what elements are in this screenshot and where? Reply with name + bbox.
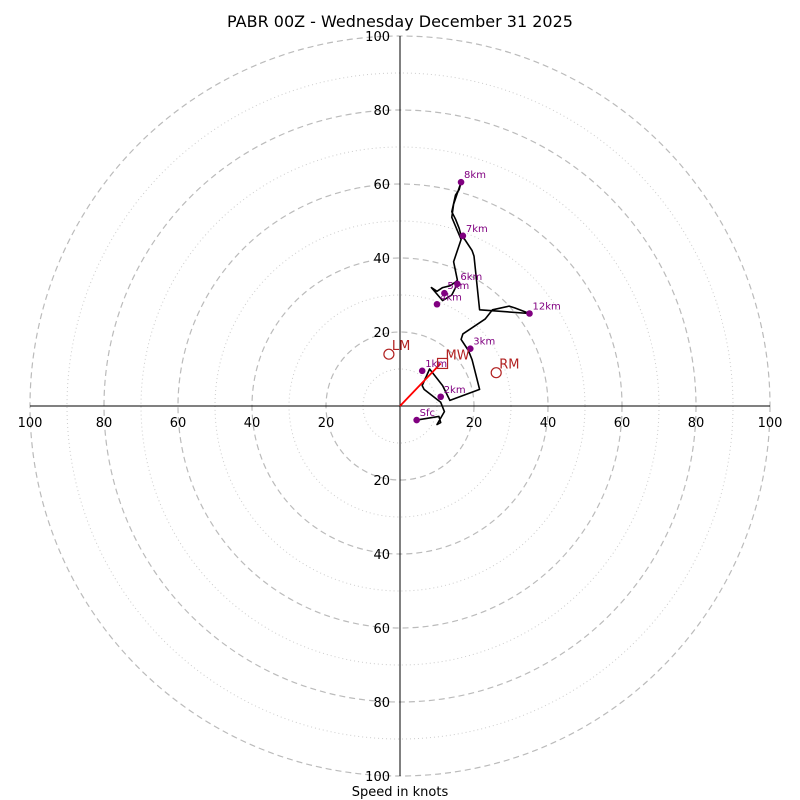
height-markers: Sfc1km2km3km4km5km6km7km8km12km	[413, 170, 561, 424]
x-tick-label: 20	[466, 416, 483, 431]
height-point-5km	[441, 289, 448, 297]
height-point-4km	[433, 300, 441, 308]
height-point-12km	[526, 310, 533, 317]
storm-motion-label: LM	[392, 339, 410, 354]
y-tick-label: 100	[365, 30, 390, 45]
chart-title: PABR 00Z - Wednesday December 31 2025	[227, 12, 573, 31]
x-tick-label: 100	[758, 416, 783, 431]
storm-motion-label: RM	[499, 358, 519, 373]
shear-vector	[399, 362, 442, 407]
height-label: 1km	[425, 359, 447, 370]
y-tick-label: 20	[373, 474, 390, 489]
storm-motion-marker-MW	[436, 357, 449, 370]
height-label: Sfc	[420, 408, 435, 419]
y-tick-label: 40	[373, 252, 390, 267]
x-tick-label: 40	[244, 416, 261, 431]
x-tick-label: 80	[96, 416, 113, 431]
height-point-3km	[467, 345, 474, 352]
storm-motion-markers: RM LM MW	[383, 339, 519, 379]
height-point-8km	[457, 178, 465, 186]
height-point-1km	[418, 367, 426, 375]
x-tick-label: 20	[318, 416, 335, 431]
storm-motion-label: MW	[446, 348, 470, 363]
x-tick-label: 80	[688, 416, 705, 431]
x-tick-label: 40	[540, 416, 557, 431]
y-tick-label: 60	[373, 622, 390, 637]
y-tick-label: 80	[373, 696, 390, 711]
x-tick-label: 60	[614, 416, 631, 431]
x-tick-label: 100	[18, 416, 43, 431]
tick-labels: 100 80 60 40 20 20 40 60 80 100 100 80 60 40 20 20 40 60 8…	[18, 30, 783, 785]
y-tick-label: 40	[373, 548, 390, 563]
x-tick-label: 60	[170, 416, 187, 431]
storm-motion-marker-LM	[383, 348, 395, 360]
shear-vector-group	[399, 362, 442, 407]
height-point-2km	[437, 393, 445, 401]
x-axis-label: Speed in knots	[352, 785, 449, 800]
hodograph-trace	[416, 181, 531, 426]
y-tick-label: 60	[373, 178, 390, 193]
y-tick-label: 100	[365, 770, 390, 785]
height-point-7km	[459, 232, 467, 240]
height-label: 2km	[444, 385, 466, 396]
storm-motion-marker-RM	[490, 367, 502, 379]
height-label: 8km	[464, 170, 486, 181]
y-tick-label: 80	[373, 104, 390, 119]
height-label: 4km	[440, 292, 462, 303]
height-point-6km	[454, 280, 461, 288]
height-label: 6km	[460, 272, 482, 283]
wind-profile	[416, 181, 531, 426]
y-tick-label: 20	[373, 326, 390, 341]
height-label: 12km	[533, 302, 561, 313]
height-point-Sfc	[413, 416, 420, 424]
height-label: 3km	[473, 337, 495, 348]
height-label: 7km	[466, 224, 488, 235]
